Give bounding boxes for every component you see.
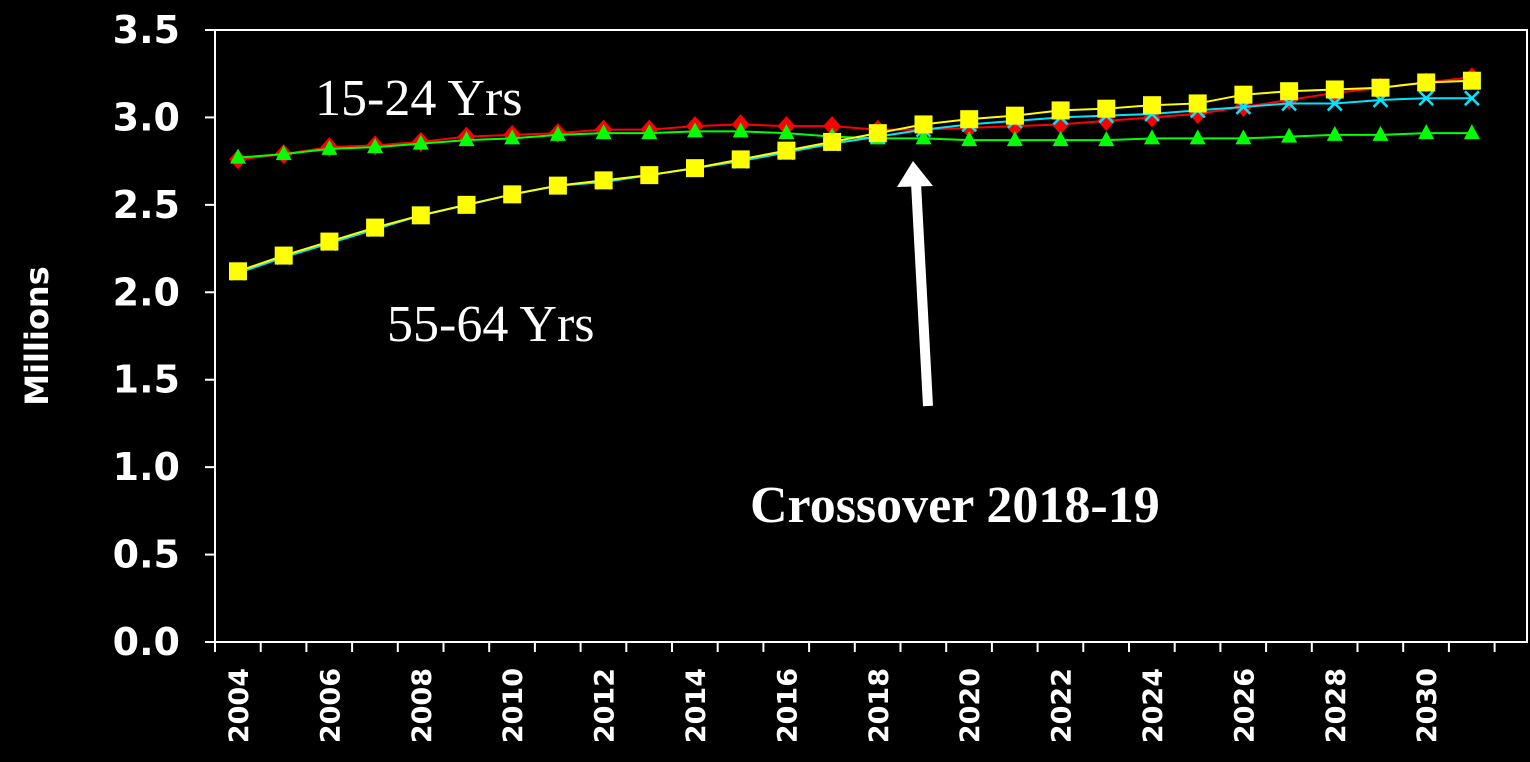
data-point (1371, 78, 1390, 97)
data-point (1326, 125, 1343, 141)
data-point (1234, 85, 1253, 104)
y-tick-group: 0.0 0.5 1.0 1.5 2.0 2.5 3.0 3.5 (113, 8, 215, 664)
data-point (1189, 129, 1206, 145)
x-tick-label: 2012 (590, 668, 621, 743)
x-tick-label: 2010 (498, 668, 529, 743)
data-point (823, 116, 842, 137)
data-point (412, 134, 429, 150)
data-point (686, 159, 704, 178)
y-tick-label: 3.0 (113, 95, 180, 139)
data-point (367, 138, 384, 154)
data-point (595, 124, 612, 140)
y-tick-label: 2.0 (113, 270, 180, 314)
data-point (503, 185, 522, 204)
series-line (237, 79, 1472, 273)
data-point (1281, 127, 1298, 143)
data-point (1098, 131, 1115, 147)
data-point (914, 115, 933, 134)
data-point (594, 171, 613, 190)
annotation-15-24: 15-24 Yrs (315, 70, 523, 127)
data-point (1188, 94, 1207, 113)
data-point (1235, 129, 1252, 145)
annotation-55-64: 55-64 Yrs (387, 296, 595, 353)
data-point (275, 145, 292, 161)
series-line (237, 76, 1473, 161)
y-tick-label: 1.0 (113, 445, 180, 489)
data-point (411, 206, 430, 225)
crossover-arrow (897, 161, 933, 407)
data-point (1005, 106, 1024, 125)
data-point (274, 246, 293, 265)
x-tick-group: 2004 2006 2008 2010 2012 2014 2016 2018 2020 2022… (214, 642, 1496, 743)
data-point (549, 125, 566, 141)
data-point (1097, 99, 1116, 118)
data-point (457, 195, 476, 214)
data-point (1144, 129, 1160, 145)
data-point (641, 124, 658, 140)
data-point (640, 166, 659, 185)
y-tick-label: 1.5 (113, 358, 180, 402)
data-point (1006, 131, 1023, 147)
data-point (777, 141, 796, 160)
data-point (1417, 73, 1436, 92)
y-tick-label: 3.5 (113, 8, 180, 52)
y-tick-label: 0.0 (113, 620, 180, 664)
x-tick-label: 2014 (681, 668, 712, 743)
data-point (1464, 90, 1480, 107)
data-point (731, 150, 750, 169)
series-layer (229, 67, 1481, 281)
data-point (1463, 124, 1480, 140)
x-tick-label: 2004 (224, 668, 255, 743)
x-tick-label: 2006 (315, 668, 346, 743)
data-point (458, 131, 475, 147)
crossover-arrow-shaft (911, 182, 933, 407)
data-point (504, 129, 521, 145)
data-point (1372, 125, 1389, 141)
data-point (320, 232, 339, 251)
data-point (1418, 124, 1435, 140)
data-point (732, 122, 749, 138)
data-point (960, 110, 979, 129)
data-point (1325, 80, 1344, 99)
annotation-crossover: Crossover 2018-19 (750, 477, 1160, 534)
x-tick-label: 2022 (1047, 668, 1078, 743)
x-tick-label: 2020 (955, 668, 986, 743)
x-tick-label: 2026 (1229, 668, 1260, 743)
data-point (868, 124, 887, 143)
x-tick-label: 2030 (1412, 668, 1443, 743)
y-tick-label: 0.5 (113, 533, 180, 577)
data-point (1326, 95, 1343, 112)
data-point (823, 132, 842, 151)
x-tick-label: 2016 (772, 668, 803, 743)
data-point (1462, 71, 1481, 90)
data-point (1418, 90, 1435, 107)
y-axis-label: Millions (18, 266, 56, 406)
data-point (1051, 101, 1070, 120)
data-point (321, 139, 338, 155)
y-tick-label: 2.5 (113, 183, 180, 227)
data-point (366, 218, 385, 237)
data-point (1143, 96, 1161, 115)
series-3 (229, 71, 1481, 281)
x-tick-label: 2018 (864, 668, 895, 743)
data-point (1052, 131, 1069, 147)
x-tick-label: 2028 (1321, 668, 1352, 743)
data-point (230, 148, 246, 164)
data-point (1280, 82, 1299, 101)
data-point (778, 124, 795, 140)
data-point (548, 176, 567, 195)
data-point (961, 131, 978, 147)
x-tick-label: 2008 (407, 668, 438, 743)
data-point (687, 122, 703, 138)
x-tick-label: 2024 (1138, 668, 1169, 743)
data-point (915, 129, 932, 145)
crossover-arrow-head (897, 161, 933, 187)
data-point (229, 262, 247, 281)
